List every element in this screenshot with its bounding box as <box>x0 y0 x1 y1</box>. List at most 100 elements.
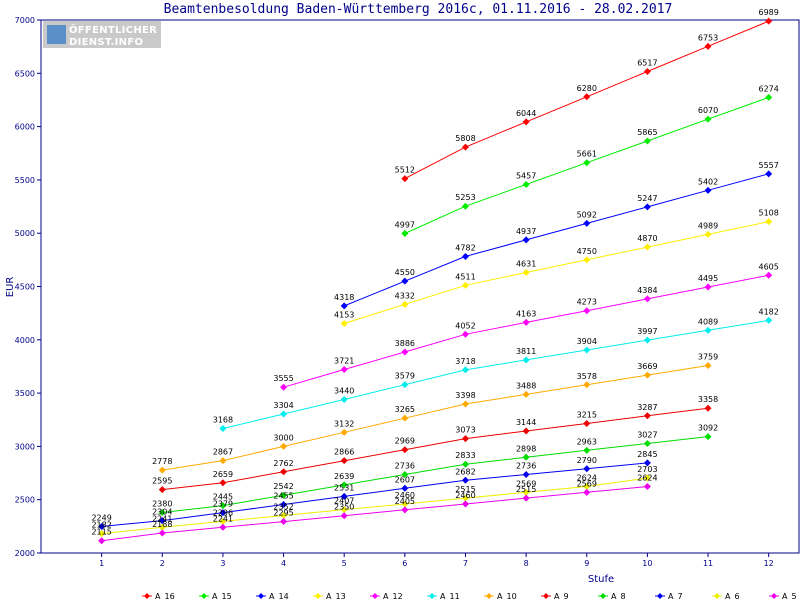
legend-label: A_16 <box>155 592 175 600</box>
legend-label: A_6 <box>725 592 740 600</box>
data-point <box>643 412 651 420</box>
data-label: 4750 <box>577 247 597 256</box>
data-point <box>583 465 591 473</box>
series-line <box>344 173 769 307</box>
data-label: 6044 <box>516 109 536 118</box>
series-a-11 <box>219 316 773 432</box>
data-label: 2778 <box>152 457 172 466</box>
x-tick-label: 1 <box>99 559 104 568</box>
data-point <box>401 414 409 422</box>
data-point <box>643 474 651 482</box>
data-point <box>522 180 530 188</box>
data-point <box>280 468 288 476</box>
data-label: 2898 <box>516 444 536 453</box>
data-point <box>704 326 712 334</box>
data-point <box>704 433 712 441</box>
data-label: 4273 <box>577 298 597 307</box>
legend: A_16 A_15 A_14 A_13 A_12 A_11 A_10 A_9 A_8 A_7 A_6… <box>142 592 797 600</box>
y-tick-label: 5500 <box>15 176 35 185</box>
data-point <box>401 348 409 356</box>
data-label: 2531 <box>334 483 354 492</box>
data-point <box>461 252 469 260</box>
data-label: 3092 <box>698 424 718 433</box>
data-label: 3144 <box>516 418 536 427</box>
data-label: 2833 <box>455 451 475 460</box>
data-point <box>158 486 166 494</box>
data-label: 2304 <box>152 508 172 517</box>
data-label: 2295 <box>273 509 293 518</box>
data-point <box>461 202 469 210</box>
data-label: 5247 <box>637 194 657 203</box>
series-line <box>344 221 769 324</box>
series-a-5 <box>98 482 651 545</box>
data-point <box>158 466 166 474</box>
data-point <box>461 494 469 502</box>
data-point <box>340 506 348 514</box>
data-label: 2703 <box>637 465 657 474</box>
data-point <box>643 67 651 75</box>
legend-label: A_9 <box>554 592 569 600</box>
legend-label: A_5 <box>782 592 797 600</box>
data-label: 4318 <box>334 293 354 302</box>
data-label: 2407 <box>334 497 354 506</box>
legend-label: A_12 <box>383 592 403 600</box>
data-label: 2682 <box>455 467 475 476</box>
chart-title: Beamtenbesoldung Baden-Württemberg 2016c… <box>164 2 673 17</box>
legend-item: A_8 <box>598 592 626 600</box>
data-label: 4153 <box>334 310 354 319</box>
legend-label: A_14 <box>269 592 289 600</box>
data-label: 2380 <box>152 499 172 508</box>
data-point <box>583 93 591 101</box>
data-point <box>643 440 651 448</box>
data-point <box>583 446 591 454</box>
y-tick-label: 3500 <box>15 389 35 398</box>
data-label: 5402 <box>698 177 718 186</box>
data-point <box>280 511 288 519</box>
data-point <box>704 42 712 50</box>
data-label: 3997 <box>637 327 657 336</box>
data-label: 4163 <box>516 309 536 318</box>
legend-marker <box>429 593 435 599</box>
data-label: 3578 <box>577 372 597 381</box>
data-label: 3904 <box>577 337 597 346</box>
legend-marker <box>144 593 150 599</box>
series-line <box>162 365 709 471</box>
data-point <box>340 481 348 489</box>
data-point <box>522 269 530 277</box>
y-axis-label: EUR <box>5 277 16 298</box>
data-point <box>340 492 348 500</box>
legend-item: A_12 <box>370 592 403 600</box>
data-point <box>340 428 348 436</box>
series-a-8 <box>158 433 712 516</box>
data-point <box>401 500 409 508</box>
data-label: 2624 <box>637 473 657 482</box>
data-point <box>704 230 712 238</box>
data-point <box>704 404 712 412</box>
series-a-12 <box>280 271 773 391</box>
data-label: 3669 <box>637 362 657 371</box>
y-tick-label: 6500 <box>15 69 35 78</box>
data-point <box>583 307 591 315</box>
legend-item: A_6 <box>712 592 740 600</box>
data-label: 3168 <box>213 415 233 424</box>
data-point <box>704 186 712 194</box>
data-label: 2241 <box>152 514 172 523</box>
data-label: 2460 <box>455 491 475 500</box>
data-point <box>98 530 106 538</box>
data-label: 2352 <box>273 502 293 511</box>
data-label: 4332 <box>395 291 415 300</box>
data-point <box>765 316 773 324</box>
data-point <box>461 330 469 338</box>
data-point <box>158 523 166 531</box>
data-label: 3811 <box>516 347 536 356</box>
y-tick-label: 2500 <box>15 496 35 505</box>
data-label: 4550 <box>395 268 415 277</box>
data-point <box>401 471 409 479</box>
data-point <box>219 509 227 517</box>
data-label: 3398 <box>455 391 475 400</box>
legend-marker <box>372 593 378 599</box>
data-label: 3027 <box>637 431 657 440</box>
data-point <box>98 522 106 530</box>
legend-label: A_15 <box>212 592 232 600</box>
